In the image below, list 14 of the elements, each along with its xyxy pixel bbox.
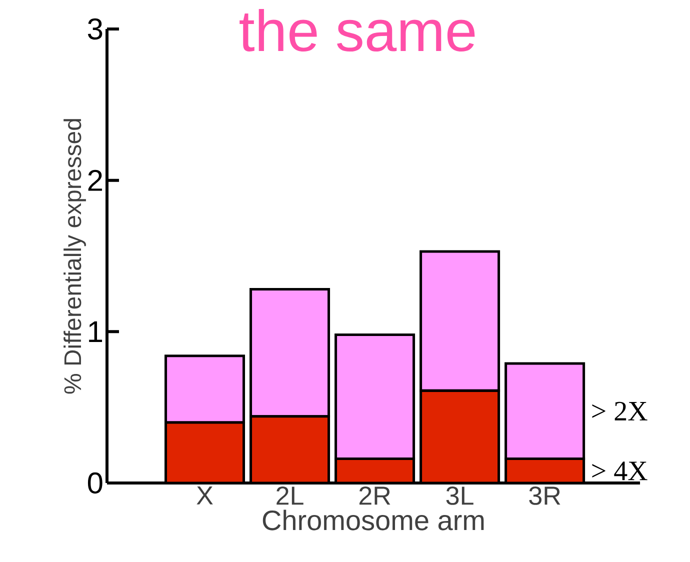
y-axis-title: % Differentially expressed xyxy=(64,119,86,394)
y-tick-label: 2 xyxy=(88,170,102,191)
x-tick-label: X xyxy=(196,486,213,504)
x-tick-label: 3R xyxy=(529,486,560,505)
y-tick-label: 1 xyxy=(89,321,102,342)
x-axis-title: Chromosome arm xyxy=(262,510,484,530)
chart-title: the same xyxy=(240,8,475,52)
series-label: > 4X xyxy=(592,462,648,480)
x-tick-label: 2R xyxy=(359,486,390,505)
x-tick-label: 3L xyxy=(446,486,474,505)
y-tick-label: 0 xyxy=(88,472,102,494)
series-label: > 2X xyxy=(592,402,648,420)
x-tick-label: 2L xyxy=(276,486,304,505)
y-tick-label: 3 xyxy=(88,18,102,40)
